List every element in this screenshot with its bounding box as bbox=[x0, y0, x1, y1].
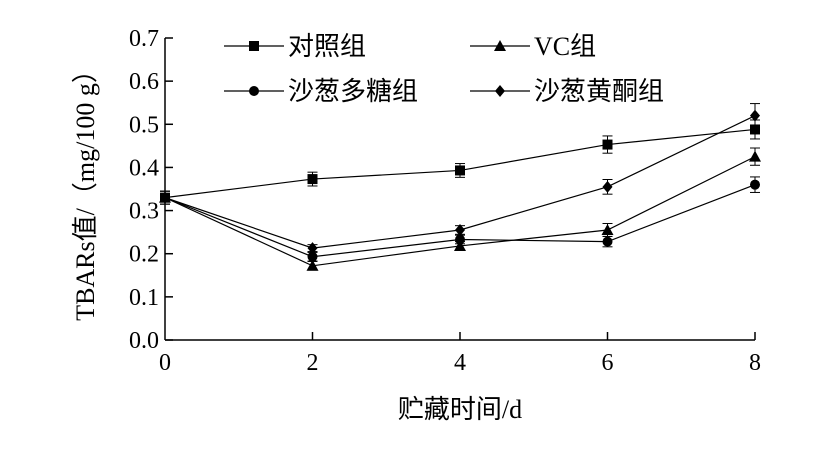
series-triangle bbox=[159, 147, 761, 271]
legend-item: 沙葱黄酮组 bbox=[470, 77, 664, 106]
data-point bbox=[307, 251, 318, 262]
y-tick-label: 0.4 bbox=[129, 155, 159, 181]
x-axis-title: 贮藏时间/d bbox=[398, 395, 522, 424]
legend-label: 沙葱多糖组 bbox=[288, 77, 418, 106]
data-point bbox=[454, 239, 466, 251]
x-tick-label: 2 bbox=[307, 350, 319, 376]
x-tick-label: 4 bbox=[454, 350, 466, 376]
x-tick-label: 6 bbox=[602, 350, 614, 376]
data-point bbox=[602, 236, 613, 247]
axes bbox=[164, 38, 755, 341]
y-axis-title: TBARs值/（mg/100 g） bbox=[71, 57, 100, 321]
legend-label: 沙葱黄酮组 bbox=[534, 77, 664, 106]
data-point bbox=[750, 124, 760, 135]
data-point bbox=[750, 179, 760, 190]
y-tick-label: 0.5 bbox=[129, 112, 159, 138]
y-ticks: 0.0 0.1 0.2 0.3 0.4 0.5 0.6 0.7 bbox=[129, 26, 173, 354]
x-tick-label: 0 bbox=[159, 350, 171, 376]
legend-marker bbox=[494, 40, 506, 51]
y-tick-label: 0.0 bbox=[129, 328, 159, 354]
data-point bbox=[455, 165, 465, 176]
x-ticks: 0 2 4 6 8 bbox=[159, 332, 761, 376]
data-point bbox=[307, 242, 318, 255]
series-layer bbox=[159, 103, 761, 271]
y-tick-label: 0.2 bbox=[129, 242, 159, 268]
legend-marker bbox=[249, 41, 259, 51]
data-point bbox=[750, 109, 760, 122]
y-tick-label: 0.1 bbox=[129, 285, 159, 311]
legend-item: 对照组 bbox=[224, 32, 366, 61]
legend-label: 对照组 bbox=[288, 32, 366, 61]
legend-marker bbox=[249, 86, 259, 96]
data-point bbox=[602, 139, 613, 150]
data-point bbox=[306, 259, 319, 271]
data-point bbox=[307, 174, 318, 185]
series-square bbox=[160, 119, 760, 205]
data-point bbox=[455, 234, 465, 245]
y-tick-label: 0.6 bbox=[129, 69, 159, 95]
data-point bbox=[749, 150, 761, 162]
legend-item: 沙葱多糖组 bbox=[224, 77, 418, 106]
y-tick-label: 0.3 bbox=[129, 199, 159, 225]
legend-marker bbox=[495, 85, 505, 97]
data-point bbox=[160, 191, 170, 204]
legend-item: VC组 bbox=[470, 32, 596, 61]
data-point bbox=[455, 223, 465, 236]
y-tick-label: 0.7 bbox=[129, 26, 159, 52]
series-diamond bbox=[160, 103, 760, 255]
legend-label: VC组 bbox=[534, 32, 596, 61]
data-point bbox=[601, 223, 614, 235]
x-tick-label: 8 bbox=[749, 350, 761, 376]
data-point bbox=[602, 180, 613, 193]
